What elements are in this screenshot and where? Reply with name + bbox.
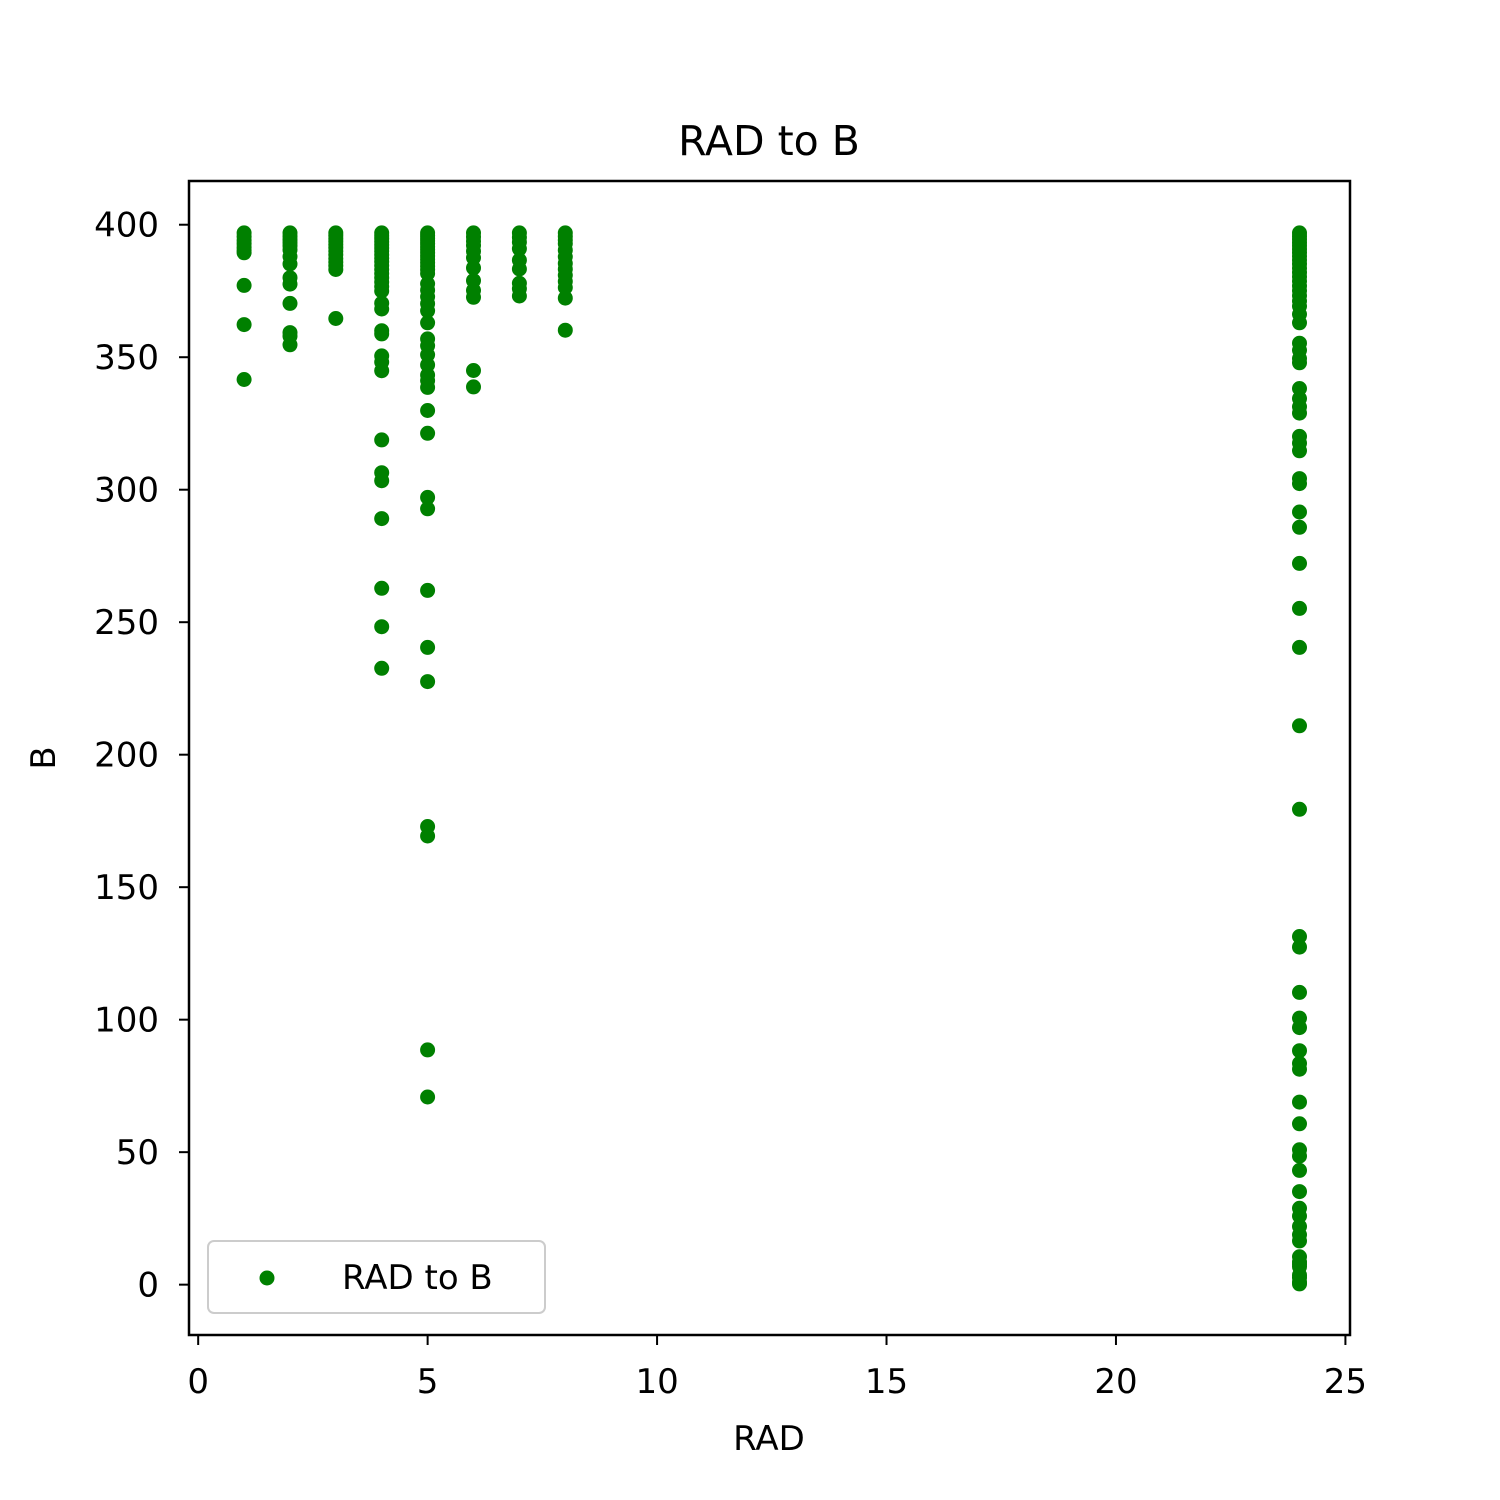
data-point bbox=[282, 256, 298, 272]
data-point bbox=[1292, 1061, 1307, 1077]
y-tick-label: 200 bbox=[94, 736, 159, 776]
y-tick-label: 350 bbox=[94, 338, 159, 378]
data-point bbox=[282, 337, 298, 353]
data-point bbox=[420, 674, 436, 690]
y-tick-label: 150 bbox=[94, 868, 159, 908]
data-point bbox=[466, 379, 481, 395]
data-point bbox=[557, 290, 573, 306]
y-tick-label: 0 bbox=[137, 1266, 159, 1306]
data-point bbox=[466, 260, 481, 276]
legend-marker bbox=[259, 1270, 275, 1286]
data-point bbox=[420, 315, 436, 331]
data-point bbox=[236, 317, 252, 333]
y-tick-label: 400 bbox=[94, 206, 159, 246]
data-point bbox=[1292, 476, 1307, 492]
points-layer bbox=[236, 225, 1307, 1292]
data-point bbox=[1292, 1162, 1307, 1178]
data-point bbox=[374, 432, 390, 448]
data-point bbox=[374, 660, 390, 676]
data-point bbox=[236, 277, 252, 293]
data-point bbox=[1292, 1043, 1307, 1059]
data-point bbox=[1292, 1094, 1307, 1110]
data-point bbox=[328, 262, 344, 277]
data-point bbox=[374, 301, 390, 317]
data-point bbox=[374, 326, 390, 342]
data-point bbox=[1292, 519, 1307, 535]
data-point bbox=[511, 241, 527, 257]
y-tick-label: 100 bbox=[94, 1001, 159, 1041]
y-axis-label: B bbox=[24, 746, 64, 769]
data-point bbox=[420, 828, 436, 844]
data-point bbox=[1292, 929, 1307, 944]
y-tick-label: 300 bbox=[94, 471, 159, 511]
x-tick-label: 15 bbox=[865, 1362, 908, 1402]
x-axis-ticks: 0 5 10 15 20 25 bbox=[187, 1335, 1367, 1402]
x-tick-label: 5 bbox=[417, 1362, 439, 1402]
data-point bbox=[282, 276, 298, 292]
data-point bbox=[236, 245, 252, 261]
data-point bbox=[466, 289, 481, 305]
legend-box bbox=[207, 1240, 546, 1314]
data-point bbox=[1292, 1233, 1307, 1249]
data-point bbox=[1292, 600, 1307, 616]
x-tick-label: 25 bbox=[1324, 1362, 1367, 1402]
x-tick-label: 20 bbox=[1094, 1362, 1137, 1402]
data-point bbox=[374, 473, 390, 489]
data-point bbox=[1292, 555, 1307, 571]
data-point bbox=[1292, 984, 1307, 1000]
data-point bbox=[1292, 405, 1307, 421]
data-point bbox=[1292, 1020, 1307, 1036]
x-tick-label: 0 bbox=[187, 1362, 209, 1402]
plot-frame bbox=[187, 179, 1352, 1337]
data-point bbox=[420, 501, 436, 517]
data-point bbox=[557, 280, 573, 295]
data-point bbox=[511, 288, 527, 304]
data-point bbox=[1292, 1148, 1307, 1164]
chart-title: RAD to B bbox=[678, 117, 860, 165]
data-point bbox=[420, 303, 436, 319]
data-point bbox=[420, 639, 436, 655]
data-point bbox=[328, 311, 344, 326]
data-point bbox=[374, 283, 390, 299]
data-point bbox=[420, 489, 436, 505]
data-point bbox=[1292, 504, 1307, 520]
data-point bbox=[420, 1089, 436, 1105]
y-axis-ticks: 0 50 100 150 200 250 300 350 400 bbox=[94, 206, 189, 1306]
data-point bbox=[1292, 1276, 1307, 1292]
y-tick-label: 50 bbox=[116, 1133, 159, 1173]
data-point bbox=[420, 379, 436, 395]
data-point bbox=[420, 1042, 436, 1058]
data-point bbox=[420, 425, 436, 441]
data-point bbox=[282, 295, 298, 311]
data-point bbox=[236, 372, 252, 387]
x-axis-label: RAD bbox=[733, 1419, 805, 1459]
data-point bbox=[1292, 355, 1307, 371]
legend-label: RAD to B bbox=[342, 1258, 493, 1298]
data-point bbox=[1292, 1184, 1307, 1200]
data-point bbox=[374, 363, 390, 379]
data-point bbox=[1292, 1116, 1307, 1132]
data-point bbox=[374, 619, 390, 635]
data-point bbox=[420, 582, 436, 598]
data-point bbox=[420, 403, 436, 418]
data-point bbox=[1292, 443, 1307, 459]
legend: RAD to B bbox=[207, 1240, 546, 1314]
data-point bbox=[420, 266, 436, 281]
data-point bbox=[374, 511, 390, 527]
data-point bbox=[1292, 718, 1307, 734]
data-point bbox=[466, 363, 481, 378]
y-tick-label: 250 bbox=[94, 603, 159, 643]
data-point bbox=[557, 322, 573, 338]
data-point bbox=[374, 580, 390, 596]
data-point bbox=[1292, 315, 1307, 331]
data-point bbox=[1292, 639, 1307, 655]
data-point bbox=[1292, 801, 1307, 817]
data-point bbox=[1292, 1208, 1307, 1224]
x-tick-label: 10 bbox=[635, 1362, 678, 1402]
data-point bbox=[1292, 939, 1307, 955]
data-point bbox=[511, 261, 527, 277]
